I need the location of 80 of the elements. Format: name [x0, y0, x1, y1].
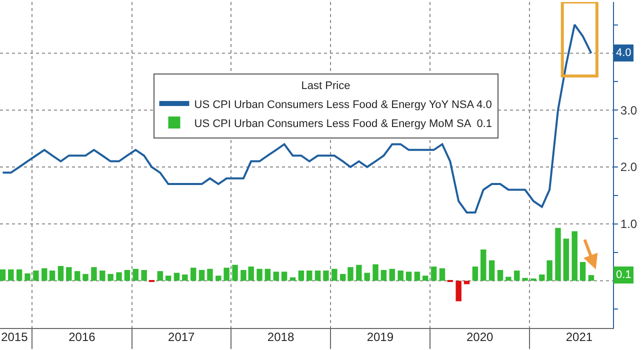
bar: [348, 267, 354, 281]
bar: [323, 270, 329, 281]
bar: [232, 264, 238, 281]
bar: [380, 270, 387, 281]
bar: [182, 274, 188, 281]
bar: [16, 269, 22, 281]
bar: [332, 268, 338, 281]
bar: [514, 270, 520, 281]
bar: [472, 266, 478, 281]
bar: [364, 272, 370, 281]
line-series: [2, 24, 592, 214]
bar: [49, 270, 56, 281]
annotation: 4.0: [616, 47, 632, 59]
bar: [563, 238, 570, 281]
x-tick-label: 2021: [566, 330, 593, 344]
bar: [24, 273, 30, 281]
bar: [8, 269, 14, 281]
bar: [198, 270, 205, 281]
bar: [506, 276, 512, 281]
bar: [306, 270, 312, 281]
x-tick-label: 2019: [366, 330, 394, 344]
bar: [340, 274, 346, 281]
bar: [389, 268, 396, 281]
bar: [190, 268, 196, 281]
x-tick-label: 2017: [168, 330, 196, 344]
bar: [281, 272, 288, 281]
bar: [100, 270, 106, 281]
bar: [108, 274, 114, 281]
bar: [207, 268, 213, 281]
bar: [224, 268, 230, 281]
bar: [116, 272, 122, 281]
bar: [273, 272, 279, 281]
y-tick-label: 3.0: [620, 103, 638, 118]
bar: [555, 228, 561, 281]
legend-label: US CPI Urban Consumers Less Food & Energy YoY NSA 4.0: [194, 98, 492, 111]
bar: [58, 266, 64, 281]
x-tick-label: 2015: [1, 330, 28, 344]
bar: [33, 270, 39, 281]
bar: [588, 275, 594, 281]
bar: [572, 231, 578, 281]
bar: [42, 268, 48, 281]
bar: [157, 271, 163, 281]
bar: [522, 278, 528, 281]
bar: [74, 271, 80, 281]
bar: [398, 270, 404, 281]
bar: [66, 267, 72, 281]
bar: [132, 268, 138, 281]
bar: [314, 270, 321, 281]
legend-title: Last Price: [301, 80, 350, 92]
bar: [430, 266, 437, 281]
bar: [422, 276, 428, 281]
bar: [141, 270, 147, 281]
bar: [488, 260, 495, 281]
bar: [256, 268, 262, 281]
y-tick-label: 1.0: [620, 217, 638, 232]
legend-label: US CPI Urban Consumers Less Food & Energy MoM SA 0.1: [194, 118, 492, 130]
y-tick-label: 2.0: [620, 160, 638, 174]
x-tick-label: 2018: [267, 330, 294, 344]
x-tick-label: 2016: [68, 330, 96, 344]
bar: [290, 277, 296, 281]
bar: [497, 270, 504, 281]
bar: [298, 270, 304, 281]
bar: [124, 270, 130, 281]
bar: [480, 249, 486, 281]
x-tick-label: 2020: [466, 330, 494, 344]
bar: [0, 269, 6, 281]
bar: [174, 272, 180, 281]
bar: [356, 264, 362, 281]
bar: [216, 276, 222, 281]
bar: [372, 264, 378, 281]
bar: [165, 276, 172, 281]
bar: [82, 274, 88, 281]
bar: [414, 272, 420, 281]
bar: [91, 267, 97, 281]
bar: [439, 268, 446, 281]
annotation: 0.1: [616, 269, 632, 281]
bar: [406, 272, 412, 281]
bar: [580, 262, 586, 281]
bar: [456, 280, 462, 302]
bar: [264, 268, 271, 281]
